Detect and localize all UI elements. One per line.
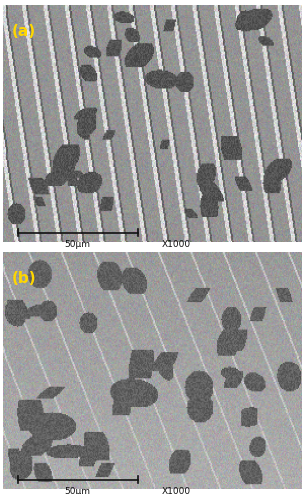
Text: 50μm: 50μm xyxy=(65,240,91,249)
Text: (a): (a) xyxy=(12,24,36,39)
Text: X1000: X1000 xyxy=(161,240,191,249)
Text: (b): (b) xyxy=(12,271,37,286)
Text: 50μm: 50μm xyxy=(65,487,91,494)
Text: X1000: X1000 xyxy=(161,487,191,494)
